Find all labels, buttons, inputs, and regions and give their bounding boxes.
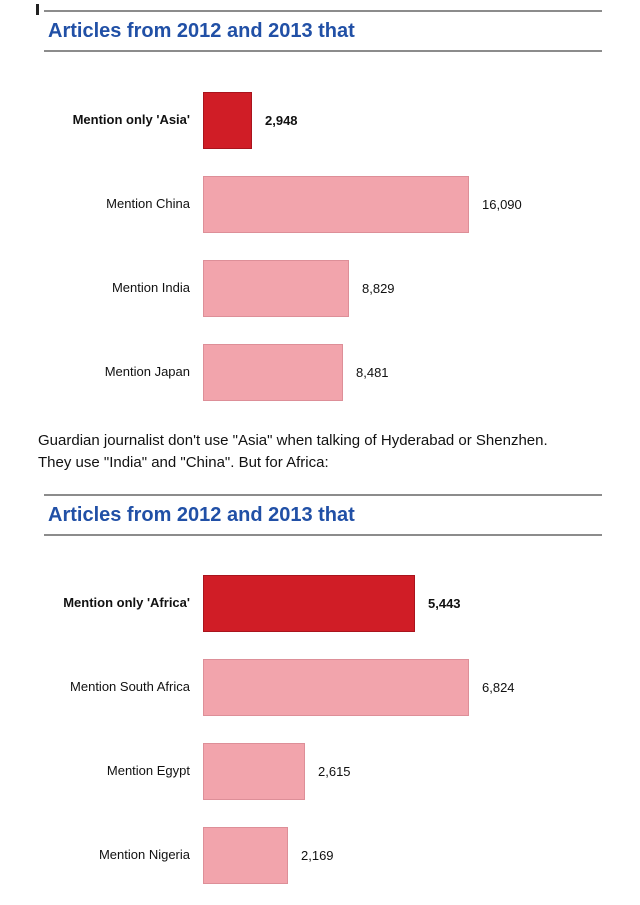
bar-value: 16,090	[482, 196, 522, 212]
bar-label: Mention Egypt	[106, 763, 190, 779]
bar-value: 2,169	[301, 848, 334, 863]
bar-row: Mention China 16,090	[0, 162, 602, 246]
bar	[203, 827, 288, 884]
bar-label: Mention Nigeria	[98, 847, 190, 863]
bar-value: 8,481	[356, 364, 389, 380]
bar	[203, 575, 415, 632]
bar	[203, 259, 349, 317]
chart-section-africa: Articles from 2012 and 2013 that Mention…	[44, 493, 602, 898]
bar-label: Mention only 'Asia'	[72, 111, 190, 127]
bar-row: Mention Japan 8,481	[0, 330, 602, 414]
chart-section-asia: Articles from 2012 and 2013 that Mention…	[44, 10, 602, 414]
bar-value: 2,948	[265, 112, 298, 128]
bar-label: Mention only 'Africa'	[63, 595, 190, 611]
bar-chart-africa: Mention only 'Africa' 5,443 Mention South …	[44, 536, 602, 898]
bar-row: Mention only 'Asia' 2,948	[0, 78, 602, 162]
bar-label: Mention Japan	[104, 363, 190, 379]
bar	[203, 343, 343, 401]
bar-label: Mention China	[106, 195, 190, 211]
bar-row: Mention South Africa 6,824	[0, 646, 602, 730]
bar-label: Mention South Africa	[70, 679, 190, 695]
chart-title: Articles from 2012 and 2013 that	[48, 20, 355, 42]
bar-value: 5,443	[428, 596, 461, 611]
bar-value: 2,615	[318, 764, 351, 779]
bar-row: Mention only 'Africa' 5,443	[0, 562, 602, 646]
bar-value: 6,824	[482, 680, 515, 695]
chart-title: Articles from 2012 and 2013 that	[48, 503, 355, 526]
bar-chart-asia: Mention only 'Asia' 2,948 Mention China 16,…	[44, 52, 602, 414]
bar	[203, 91, 252, 149]
page-corner-mark	[36, 4, 39, 15]
divider-line	[44, 50, 602, 52]
bar	[203, 175, 469, 233]
bar-row: Mention India 8,829	[0, 246, 602, 330]
divider-line	[44, 493, 602, 496]
body-paragraph: Guardian journalist don't use "Asia" whe…	[38, 432, 548, 471]
bar-row: Mention Egypt 2,615	[0, 730, 602, 814]
bar	[203, 659, 469, 716]
divider-line	[44, 533, 602, 536]
bar-row: Mention Nigeria 2,169	[0, 814, 602, 898]
bar-value: 8,829	[362, 280, 395, 296]
bar-label: Mention India	[111, 279, 190, 295]
divider-line	[44, 10, 602, 12]
bar	[203, 743, 305, 800]
